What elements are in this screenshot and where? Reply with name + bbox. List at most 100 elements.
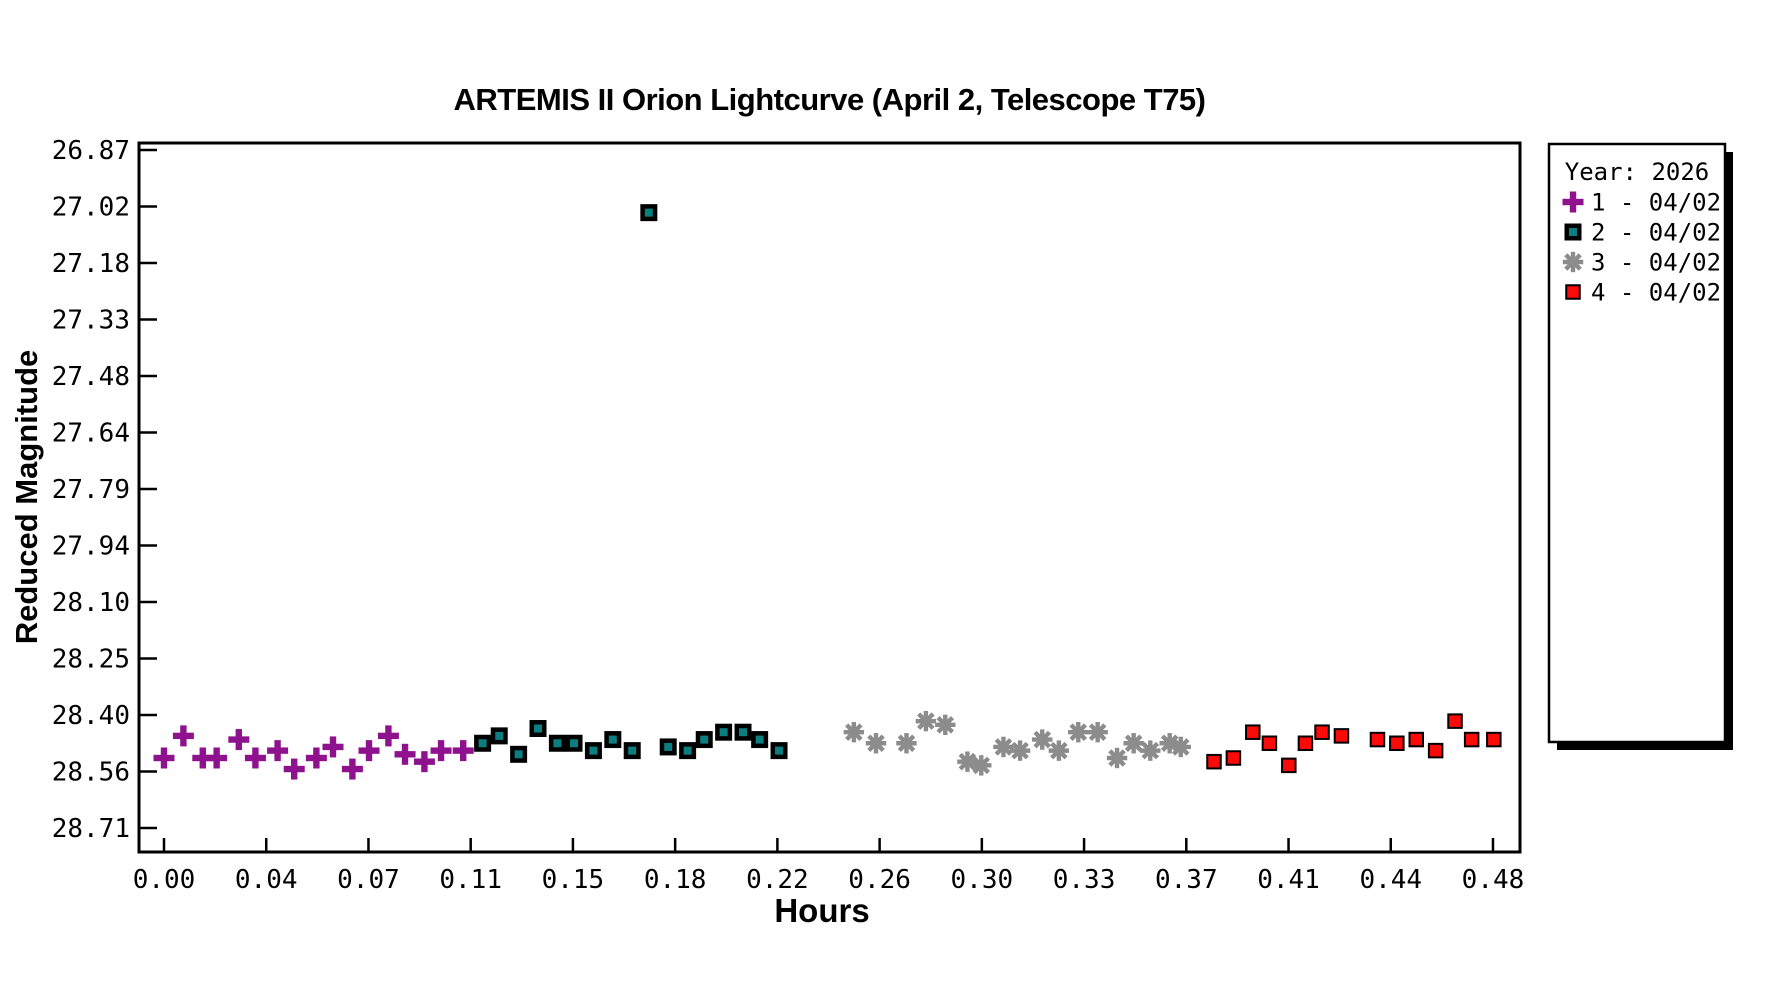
data-point bbox=[770, 742, 788, 760]
data-point bbox=[377, 725, 399, 747]
asterisk-marker-icon bbox=[917, 712, 935, 730]
x-tick-label: 0.15 bbox=[542, 865, 605, 895]
square-marker-icon bbox=[1463, 731, 1480, 748]
plus-marker-icon bbox=[160, 747, 168, 769]
x-tick-label: 0.37 bbox=[1155, 865, 1218, 895]
data-point bbox=[659, 738, 677, 756]
square-marker-icon bbox=[623, 742, 641, 760]
square-marker-icon bbox=[1565, 284, 1581, 300]
data-point bbox=[1206, 753, 1222, 770]
data-point bbox=[1123, 733, 1144, 754]
data-point bbox=[640, 204, 658, 222]
asterisk-marker-icon bbox=[1069, 723, 1088, 741]
square-marker-icon bbox=[529, 720, 547, 738]
y-tick-label: 27.33 bbox=[52, 306, 130, 336]
x-tick-label: 0.30 bbox=[951, 865, 1014, 895]
square-marker-icon bbox=[1427, 742, 1444, 759]
square-marker-icon bbox=[548, 734, 566, 752]
square-marker-icon bbox=[695, 731, 713, 749]
data-point bbox=[565, 734, 583, 752]
x-tick-label: 0.41 bbox=[1257, 865, 1320, 895]
asterisk-marker-icon bbox=[1124, 734, 1143, 753]
plus-marker-icon bbox=[313, 747, 320, 769]
legend-entry-label: 4 - 04/02 bbox=[1591, 279, 1721, 307]
data-point bbox=[1297, 735, 1314, 752]
data-point bbox=[1261, 735, 1278, 752]
data-point bbox=[1314, 724, 1330, 740]
data-point bbox=[1068, 721, 1089, 743]
data-point bbox=[529, 720, 547, 738]
plus-marker-icon bbox=[291, 758, 298, 780]
asterisk-marker-icon bbox=[936, 716, 955, 734]
square-marker-icon bbox=[1281, 757, 1297, 774]
asterisk-marker-icon bbox=[897, 734, 916, 753]
data-point bbox=[305, 747, 327, 769]
data-point bbox=[394, 743, 416, 765]
asterisk-marker-icon bbox=[1141, 741, 1160, 760]
plus-marker-icon bbox=[437, 740, 445, 762]
data-point bbox=[623, 742, 641, 760]
square-marker-icon bbox=[1206, 753, 1222, 770]
data-point bbox=[1106, 747, 1128, 769]
data-point bbox=[1486, 731, 1502, 748]
square-marker-icon bbox=[1447, 713, 1463, 729]
legend-box bbox=[1547, 142, 1727, 744]
data-point bbox=[1389, 735, 1405, 752]
data-point bbox=[322, 736, 344, 758]
plot-frame bbox=[137, 141, 1522, 854]
legend-entry: 4 - 04/02 bbox=[1565, 279, 1721, 307]
data-point bbox=[935, 714, 956, 736]
asterisk-marker-icon bbox=[994, 738, 1013, 756]
data-point bbox=[341, 758, 363, 780]
x-tick-label: 0.00 bbox=[133, 865, 196, 895]
x-tick-label: 0.18 bbox=[644, 865, 707, 895]
square-marker-icon bbox=[1408, 731, 1424, 748]
legend-entry-label: 3 - 04/02 bbox=[1591, 249, 1721, 277]
asterisk-marker-icon bbox=[1011, 741, 1029, 760]
legend-entry-label: 1 - 04/02 bbox=[1591, 189, 1721, 217]
data-point bbox=[452, 740, 474, 762]
square-marker-icon bbox=[715, 723, 733, 741]
data-point bbox=[172, 725, 194, 747]
data-point bbox=[413, 751, 435, 773]
x-tick-label: 0.04 bbox=[235, 865, 298, 895]
data-point bbox=[1408, 731, 1424, 748]
square-marker-icon bbox=[734, 723, 752, 741]
series-2 bbox=[474, 204, 788, 763]
square-marker-icon bbox=[474, 734, 492, 752]
square-marker-icon bbox=[1225, 750, 1242, 766]
square-marker-icon bbox=[679, 742, 697, 760]
data-point bbox=[510, 745, 528, 763]
data-point bbox=[1281, 757, 1297, 774]
data-point bbox=[604, 731, 622, 749]
data-point bbox=[1427, 742, 1444, 759]
plus-marker-icon bbox=[401, 743, 409, 765]
plus-marker-icon bbox=[199, 747, 206, 769]
square-marker-icon bbox=[490, 727, 508, 745]
plus-marker-icon bbox=[385, 725, 392, 747]
square-marker-icon bbox=[770, 742, 788, 760]
plus-marker-icon bbox=[235, 729, 243, 751]
plus-marker-icon bbox=[180, 725, 187, 747]
legend-title: Year: 2026 bbox=[1565, 158, 1710, 186]
series-1 bbox=[153, 725, 474, 780]
plus-marker-icon bbox=[421, 751, 428, 773]
data-point bbox=[1140, 740, 1161, 761]
data-point bbox=[993, 736, 1014, 758]
plus-marker-icon bbox=[329, 736, 337, 758]
plus-marker-icon bbox=[252, 747, 259, 769]
asterisk-marker-icon bbox=[972, 756, 991, 775]
y-tick-label: 26.87 bbox=[52, 136, 130, 166]
y-tick-label: 28.10 bbox=[52, 588, 130, 618]
x-axis: 0.00 0.04 0.07 0.11 0.15 0.18 0.22 0.26 0.30 0.33… bbox=[133, 838, 1524, 895]
plus-marker-icon bbox=[349, 758, 356, 780]
asterisk-marker-icon bbox=[958, 752, 977, 771]
data-point bbox=[490, 727, 508, 745]
data-point bbox=[915, 710, 937, 732]
square-marker-icon bbox=[604, 731, 622, 749]
asterisk-marker-icon bbox=[1160, 734, 1179, 753]
legend-entry: 1 - 04/02 bbox=[1562, 189, 1721, 217]
legend-entry: 3 - 04/02 bbox=[1562, 249, 1721, 277]
